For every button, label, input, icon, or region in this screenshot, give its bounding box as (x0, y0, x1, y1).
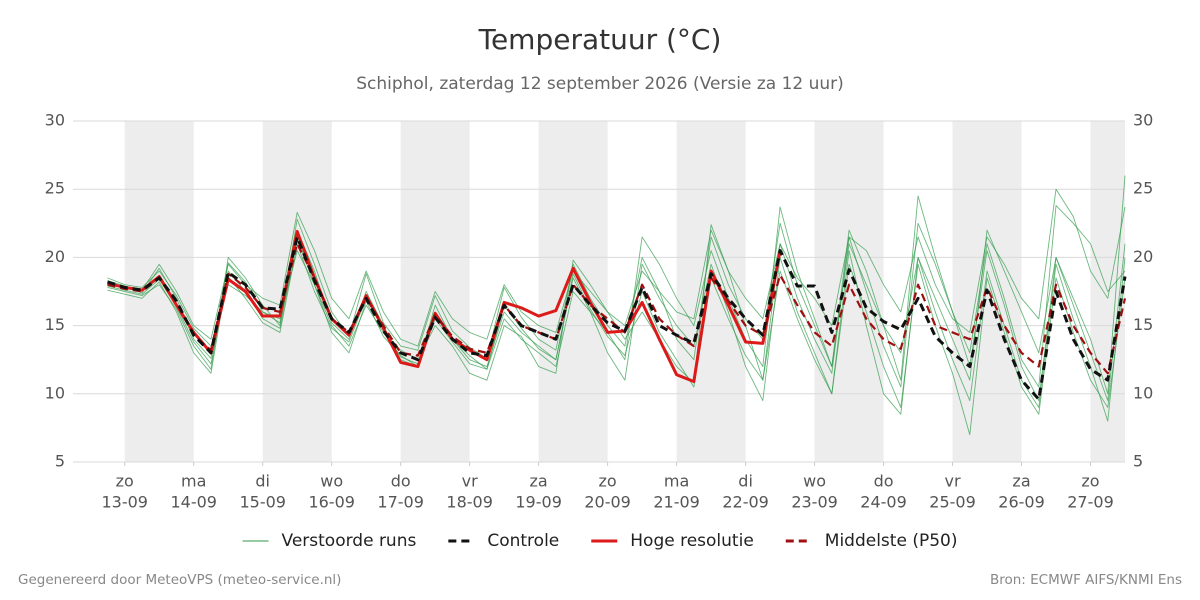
x-tick-date: 20-09 (584, 493, 631, 512)
x-tick-weekday: wo (803, 472, 826, 491)
x-tick-weekday: di (255, 472, 270, 491)
x-tick-date: 27-09 (1067, 493, 1114, 512)
x-tick-date: 22-09 (722, 493, 769, 512)
footer-source: Bron: ECMWF AIFS/KNMI Ens (990, 572, 1182, 588)
y-tick-label: 5 (55, 452, 65, 471)
y-tick-label: 20 (45, 247, 65, 266)
legend-label: Middelste (P50) (825, 531, 958, 551)
legend-item: Verstoorde runs (242, 531, 417, 551)
y-tick-label: 25 (45, 179, 65, 198)
x-tick-date: 19-09 (515, 493, 562, 512)
series-line (107, 235, 1127, 401)
ensemble-run (107, 188, 1126, 347)
x-tick-weekday: zo (1081, 472, 1099, 491)
legend-item: Middelste (P50) (785, 531, 958, 551)
x-tick-weekday: do (874, 472, 894, 491)
x-tick-weekday: ma (181, 472, 206, 491)
x-tick-date: 17-09 (377, 493, 424, 512)
x-tick-date: 16-09 (308, 493, 355, 512)
x-tick-date: 14-09 (170, 493, 217, 512)
legend-label: Controle (487, 531, 559, 551)
x-tick-weekday: do (391, 472, 411, 491)
y2-tick-label: 30 (1133, 111, 1153, 130)
footer-credit: Gegenereerd door MeteoVPS (meteo-service… (18, 572, 341, 588)
day-shade (676, 121, 746, 462)
x-tick-weekday: zo (599, 472, 617, 491)
x-tick-weekday: vr (462, 472, 478, 491)
x-tick-weekday: di (738, 472, 753, 491)
x-tick-weekday: wo (320, 472, 343, 491)
x-tick-date: 15-09 (239, 493, 286, 512)
x-tick-date: 21-09 (653, 493, 700, 512)
x-tick-weekday: zo (116, 472, 134, 491)
day-shade (814, 121, 884, 462)
legend-item: Controle (448, 531, 559, 551)
y-tick-label: 10 (45, 383, 65, 402)
ensemble-run (107, 243, 1126, 436)
y2-tick-label: 25 (1133, 179, 1153, 198)
legend-label: Verstoorde runs (282, 531, 417, 551)
legend-item: Hoge resolutie (591, 531, 754, 551)
chart-subtitle: Schiphol, zaterdag 12 september 2026 (Ve… (356, 74, 844, 94)
x-tick-weekday: za (530, 472, 548, 491)
y-tick-label: 15 (45, 315, 65, 334)
y2-tick-label: 15 (1133, 315, 1153, 334)
y-tick-label: 30 (45, 111, 65, 130)
x-tick-weekday: vr (945, 472, 961, 491)
legend-label: Hoge resolutie (630, 531, 754, 551)
x-tick-date: 13-09 (101, 493, 148, 512)
x-tick-weekday: za (1012, 472, 1030, 491)
legend: Verstoorde runs Controle Hoge resolutie Mid… (242, 531, 958, 551)
y2-tick-label: 5 (1133, 452, 1143, 471)
ensemble-run (107, 236, 1126, 422)
plot-layer (107, 175, 1127, 436)
chart-title: Temperatuur (°C) (478, 23, 722, 56)
x-tick-date: 25-09 (929, 493, 976, 512)
y2-tick-label: 20 (1133, 247, 1153, 266)
y2-tick-label: 10 (1133, 383, 1153, 402)
x-tick-date: 24-09 (860, 493, 907, 512)
background-layer: 5 5 10 10 15 15 20 20 25 25 30 30 zo 13-09 ma 14-09 di 15… (45, 111, 1154, 512)
x-tick-date: 23-09 (791, 493, 838, 512)
x-tick-weekday: ma (664, 472, 689, 491)
x-tick-date: 26-09 (998, 493, 1045, 512)
ensemble-run (107, 195, 1126, 388)
x-tick-date: 18-09 (446, 493, 493, 512)
